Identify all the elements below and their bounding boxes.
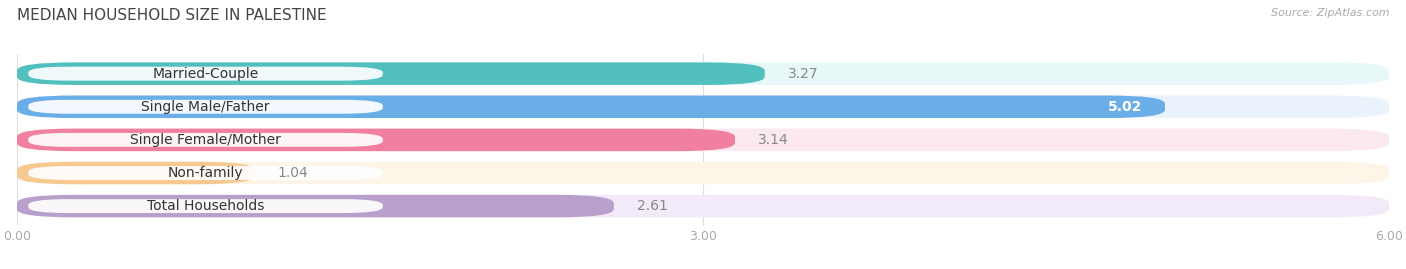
Text: Married-Couple: Married-Couple [152,67,259,81]
FancyBboxPatch shape [28,199,382,213]
FancyBboxPatch shape [28,100,382,114]
Text: 2.61: 2.61 [637,199,668,213]
Text: Single Male/Father: Single Male/Father [142,100,270,114]
FancyBboxPatch shape [17,95,1166,118]
Text: Non-family: Non-family [167,166,243,180]
FancyBboxPatch shape [17,129,1389,151]
Text: 3.27: 3.27 [787,67,818,81]
FancyBboxPatch shape [28,166,382,180]
FancyBboxPatch shape [17,195,614,217]
FancyBboxPatch shape [17,95,1389,118]
FancyBboxPatch shape [17,195,1389,217]
FancyBboxPatch shape [17,62,1389,85]
Text: Single Female/Mother: Single Female/Mother [131,133,281,147]
Text: 1.04: 1.04 [277,166,308,180]
FancyBboxPatch shape [17,162,1389,184]
FancyBboxPatch shape [28,133,382,147]
FancyBboxPatch shape [17,62,765,85]
FancyBboxPatch shape [17,162,254,184]
FancyBboxPatch shape [28,67,382,81]
Text: 5.02: 5.02 [1108,100,1142,114]
Text: MEDIAN HOUSEHOLD SIZE IN PALESTINE: MEDIAN HOUSEHOLD SIZE IN PALESTINE [17,8,326,23]
Text: 3.14: 3.14 [758,133,789,147]
FancyBboxPatch shape [17,129,735,151]
Text: Source: ZipAtlas.com: Source: ZipAtlas.com [1271,8,1389,18]
Text: Total Households: Total Households [146,199,264,213]
